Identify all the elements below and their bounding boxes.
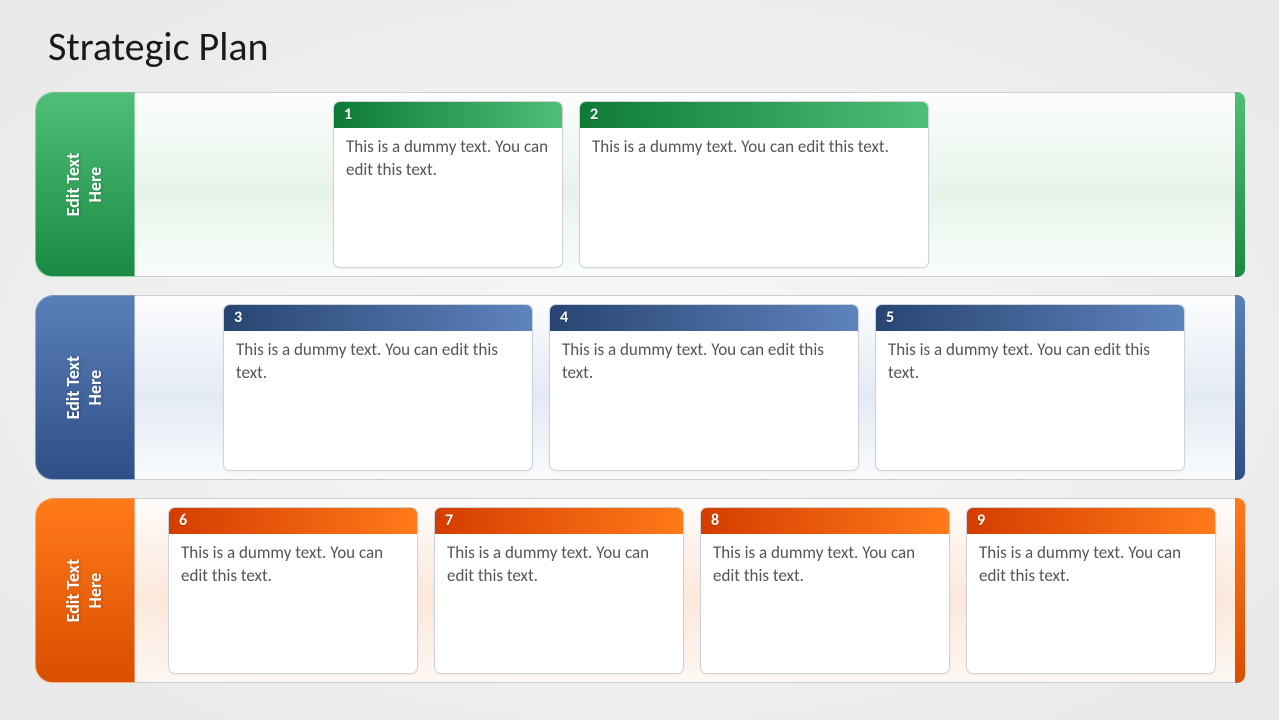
card-body: This is a dummy text. You can edit this … [580,128,928,267]
card-9: 9 This is a dummy text. You can edit thi… [966,507,1216,674]
card-header: 2 [580,102,928,128]
card-header: 3 [224,305,532,331]
card-body: This is a dummy text. You can edit this … [701,534,949,673]
row-tab-label: Edit TextHere [63,356,106,420]
card-6: 6 This is a dummy text. You can edit thi… [168,507,418,674]
card-header: 5 [876,305,1184,331]
row-tab-blue: Edit TextHere [35,295,135,480]
card-8: 8 This is a dummy text. You can edit thi… [700,507,950,674]
row-tab-label: Edit TextHere [63,559,106,623]
slide-title: Strategic Plan [48,22,269,71]
card-header: 9 [967,508,1215,534]
card-header: 7 [435,508,683,534]
lead-spacer [135,296,215,479]
row-tab-label: Edit TextHere [63,153,106,217]
card-header: 8 [701,508,949,534]
card-body: This is a dummy text. You can edit this … [224,331,532,470]
row-endcap-blue [1235,295,1245,480]
rows-container: Edit TextHere 1 This is a dummy text. Yo… [35,92,1245,701]
card-5: 5 This is a dummy text. You can edit thi… [875,304,1185,471]
card-1: 1 This is a dummy text. You can edit thi… [333,101,563,268]
lead-spacer [135,93,325,276]
card-header: 4 [550,305,858,331]
card-body: This is a dummy text. You can edit this … [967,534,1215,673]
card-4: 4 This is a dummy text. You can edit thi… [549,304,859,471]
card-2: 2 This is a dummy text. You can edit thi… [579,101,929,268]
card-3: 3 This is a dummy text. You can edit thi… [223,304,533,471]
row-orange: Edit TextHere 6 This is a dummy text. Yo… [35,498,1245,683]
lead-spacer [135,499,160,682]
card-body: This is a dummy text. You can edit this … [169,534,417,673]
card-header: 1 [334,102,562,128]
row-blue: Edit TextHere 3 This is a dummy text. Yo… [35,295,1245,480]
row-tab-green: Edit TextHere [35,92,135,277]
row-track-green: 1 This is a dummy text. You can edit thi… [135,92,1235,277]
card-body: This is a dummy text. You can edit this … [550,331,858,470]
row-green: Edit TextHere 1 This is a dummy text. Yo… [35,92,1245,277]
row-track-orange: 6 This is a dummy text. You can edit thi… [135,498,1235,683]
card-header: 6 [169,508,417,534]
card-body: This is a dummy text. You can edit this … [334,128,562,267]
row-tab-orange: Edit TextHere [35,498,135,683]
row-endcap-green [1235,92,1245,277]
card-body: This is a dummy text. You can edit this … [876,331,1184,470]
card-7: 7 This is a dummy text. You can edit thi… [434,507,684,674]
card-body: This is a dummy text. You can edit this … [435,534,683,673]
row-endcap-orange [1235,498,1245,683]
row-track-blue: 3 This is a dummy text. You can edit thi… [135,295,1235,480]
